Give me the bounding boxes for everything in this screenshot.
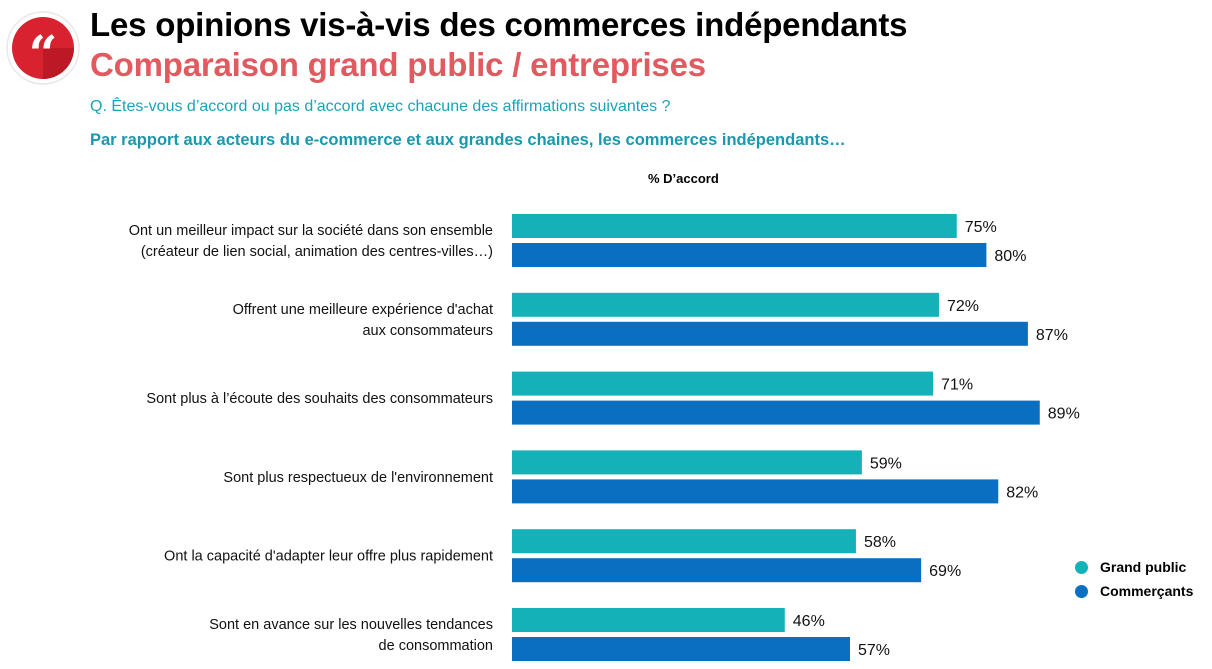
bar-commercants <box>512 558 922 583</box>
category-label: Sont en avance sur les nouvelles tendanc… <box>209 617 493 633</box>
category-label: Sont plus respectueux de l'environnement <box>223 470 493 486</box>
legend-swatch-grand-public <box>1075 560 1088 574</box>
bar-grand-public <box>512 608 785 632</box>
bar-commercants <box>512 479 999 504</box>
category-label: de consommation <box>379 638 493 654</box>
legend-label: Grand public <box>1100 559 1187 575</box>
chart-legend: Grand public Commerçants <box>1075 555 1193 603</box>
data-label: 59% <box>870 455 902 472</box>
question-context: Par rapport aux acteurs du e-commerce et… <box>90 131 846 149</box>
bar-grand-public <box>512 529 856 554</box>
data-label: 80% <box>994 248 1026 265</box>
category-label: Offrent une meilleure expérience d'achat <box>233 302 493 318</box>
page-title: Les opinions vis-à-vis des commerces ind… <box>90 6 908 43</box>
category-label: Ont un meilleur impact sur la société da… <box>129 223 493 239</box>
page-subtitle: Comparaison grand public / entreprises <box>90 46 706 83</box>
data-label: 89% <box>1048 406 1080 423</box>
bar-grand-public <box>512 450 862 475</box>
category-label: (créateur de lien social, animation des … <box>141 244 493 260</box>
data-label: 71% <box>941 377 973 394</box>
data-label: 69% <box>929 563 961 580</box>
bar-commercants <box>512 243 987 267</box>
category-label: aux consommateurs <box>362 323 493 339</box>
axis-caption: % D’accord <box>648 171 719 186</box>
bar-grand-public <box>512 292 939 317</box>
bar-commercants <box>512 321 1028 346</box>
data-label: 46% <box>793 613 825 630</box>
legend-label: Commerçants <box>1100 583 1194 599</box>
data-label: 58% <box>864 534 896 551</box>
category-label: Sont plus à l’écoute des souhaits des co… <box>146 391 493 407</box>
data-label: 72% <box>947 298 979 315</box>
bar-grand-public <box>512 371 934 396</box>
data-label: 75% <box>965 219 997 236</box>
bar-grand-public <box>512 214 957 238</box>
legend-swatch-commercants <box>1075 584 1088 598</box>
data-label: 82% <box>1006 484 1038 501</box>
category-label: Ont la capacité d'adapter leur offre plu… <box>164 549 493 565</box>
bar-commercants <box>512 400 1040 425</box>
legend-item-grand-public: Grand public <box>1075 555 1193 579</box>
data-label: 57% <box>858 642 890 659</box>
quote-icon: “ <box>6 11 80 85</box>
bar-commercants <box>512 637 851 661</box>
data-label: 87% <box>1036 327 1068 344</box>
svg-text:“: “ <box>29 24 58 83</box>
survey-question: Q. Êtes-vous d’accord ou pas d’accord av… <box>90 98 671 115</box>
legend-item-commercants: Commerçants <box>1075 579 1193 603</box>
